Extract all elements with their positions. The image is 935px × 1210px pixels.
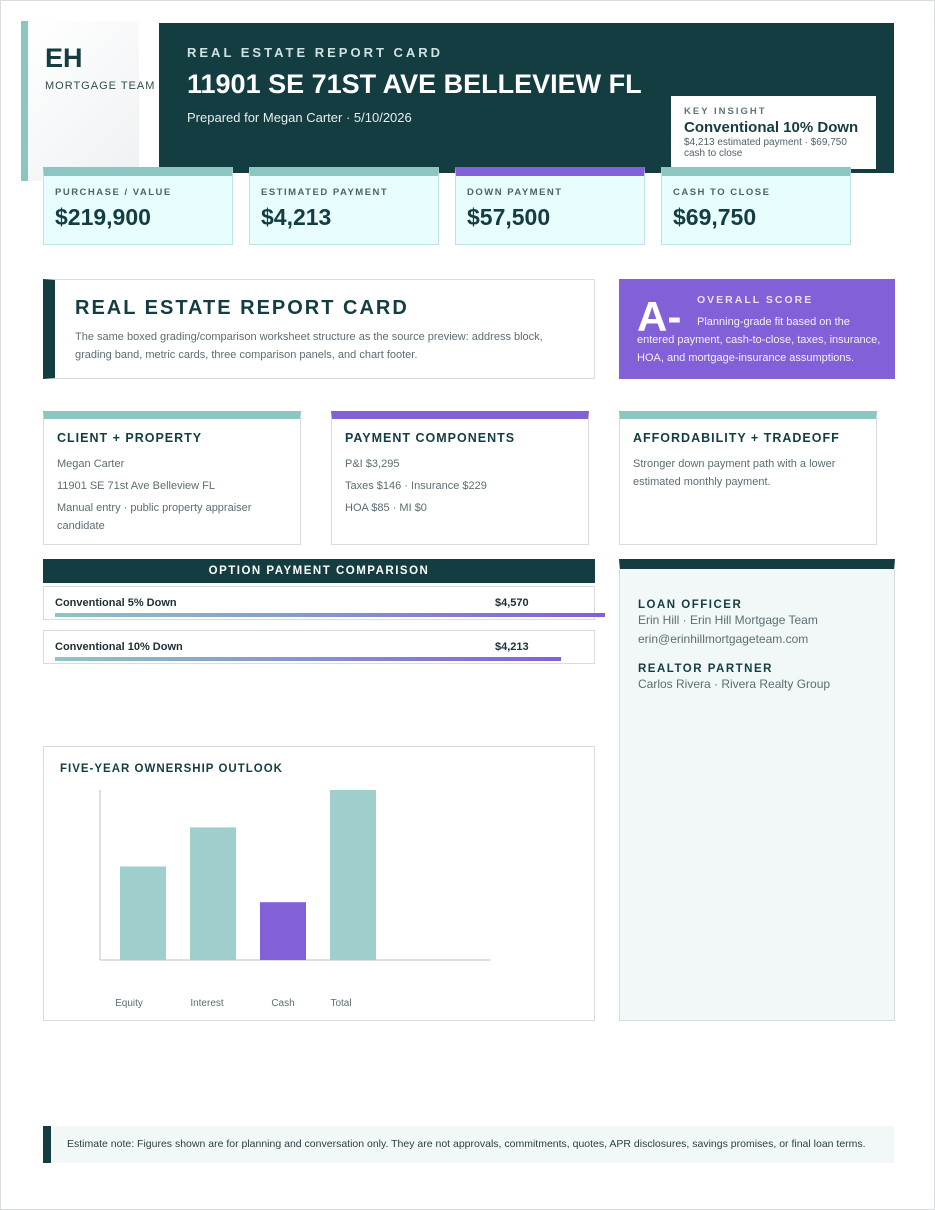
comparison-row: Conventional 10% Down $4,213 xyxy=(43,630,595,664)
loan-officer-name: Erin Hill · Erin Hill Mortgage Team xyxy=(638,613,818,627)
contacts-panel: LOAN OFFICER Erin Hill · Erin Hill Mortg… xyxy=(619,559,895,1021)
client-name: Megan Carter xyxy=(57,458,125,470)
option-payment-bar xyxy=(55,657,561,661)
client-address: 11901 SE 71st Ave Belleview FL xyxy=(57,480,215,492)
client-source: Manual entry · public property appraiser… xyxy=(57,502,252,532)
loan-officer-label: LOAN OFFICER xyxy=(638,599,743,611)
key-insight-label: KEY INSIGHT xyxy=(684,106,767,117)
logo-block: EH MORTGAGE TEAM xyxy=(21,21,154,181)
metric-card-cash-to-close: CASH TO CLOSE $69,750 xyxy=(661,167,851,245)
chart-tick-label: Interest xyxy=(190,998,224,1009)
chart-tick-label: Total xyxy=(330,998,351,1009)
payment-components-title: PAYMENT COMPONENTS xyxy=(345,431,516,445)
metric-card-purchase: PURCHASE / VALUE $219,900 xyxy=(43,167,233,245)
report-card-panel: REAL ESTATE REPORT CARD The same boxed g… xyxy=(43,279,595,379)
metric-label: ESTIMATED PAYMENT xyxy=(261,187,389,198)
chart-bar-equity xyxy=(120,866,166,960)
logo-mark: EH xyxy=(45,43,83,73)
estimate-note-footer: Estimate note: Figures shown are for pla… xyxy=(43,1126,894,1163)
payment-hoa: HOA $85 · MI $0 xyxy=(345,502,427,514)
affordability-text: Stronger down payment path with a lower … xyxy=(633,458,836,488)
option-name: Conventional 5% Down xyxy=(55,597,177,609)
metric-value: $69,750 xyxy=(673,204,757,230)
ownership-outlook-chart: Equity Interest Cash Total xyxy=(99,790,490,1009)
report-card-title: REAL ESTATE REPORT CARD xyxy=(75,297,409,319)
option-name: Conventional 10% Down xyxy=(55,641,183,653)
score-text: Planning-grade fit based on the entered … xyxy=(637,316,881,364)
chart-title: FIVE-YEAR OWNERSHIP OUTLOOK xyxy=(60,763,283,775)
key-insight-text: $4,213 estimated payment · $69,750 cash … xyxy=(684,137,847,159)
option-payment: $4,570 xyxy=(495,597,529,609)
payment-pi: P&I $3,295 xyxy=(345,458,400,470)
option-payment-bar xyxy=(55,613,605,617)
affordability-card: AFFORDABILITY + TRADEOFF Stronger down p… xyxy=(619,411,877,545)
score-label: OVERALL SCORE xyxy=(697,294,814,306)
key-insight-card: KEY INSIGHT Conventional 10% Down $4,213… xyxy=(671,96,876,169)
property-address-title: 11901 SE 71ST AVE BELLEVIEW FL xyxy=(187,69,642,99)
report-card-description: The same boxed grading/comparison worksh… xyxy=(75,331,543,361)
metric-card-payment: ESTIMATED PAYMENT $4,213 xyxy=(249,167,439,245)
realtor-partner-name: Carlos Rivera · Rivera Realty Group xyxy=(638,677,831,691)
realtor-partner-label: REALTOR PARTNER xyxy=(638,663,773,675)
metric-label: DOWN PAYMENT xyxy=(467,187,563,198)
chart-tick-label: Equity xyxy=(115,998,143,1009)
key-insight-title: Conventional 10% Down xyxy=(684,119,859,136)
option-comparison-header: OPTION PAYMENT COMPARISON xyxy=(43,559,595,583)
comparison-row: Conventional 5% Down $4,570 xyxy=(43,586,605,620)
chart-bar-total xyxy=(330,790,376,960)
metric-value: $57,500 xyxy=(467,204,551,230)
client-property-title: CLIENT + PROPERTY xyxy=(57,431,203,445)
overall-score-panel: A- OVERALL SCORE Planning-grade fit base… xyxy=(619,279,895,379)
ownership-outlook-chart-panel: FIVE-YEAR OWNERSHIP OUTLOOK Equity Intere… xyxy=(43,746,595,1021)
metric-value: $219,900 xyxy=(55,204,151,230)
option-payment: $4,213 xyxy=(495,641,529,653)
score-grade: A- xyxy=(637,293,682,340)
prepared-for-line: Prepared for Megan Carter · 5/10/2026 xyxy=(187,110,412,125)
metric-value: $4,213 xyxy=(261,204,332,230)
chart-bar-interest xyxy=(190,827,236,960)
chart-bar-cash xyxy=(260,902,306,960)
affordability-title: AFFORDABILITY + TRADEOFF xyxy=(633,431,840,445)
logo-subtitle: MORTGAGE TEAM xyxy=(45,80,156,92)
header-eyebrow: REAL ESTATE REPORT CARD xyxy=(187,45,444,60)
metric-card-down-payment: DOWN PAYMENT $57,500 xyxy=(455,167,645,245)
payment-taxes: Taxes $146 · Insurance $229 xyxy=(345,480,487,492)
metric-label: PURCHASE / VALUE xyxy=(55,187,172,198)
client-property-card: CLIENT + PROPERTY Megan Carter 11901 SE … xyxy=(43,411,301,545)
loan-officer-email[interactable]: erin@erinhillmortgageteam.com xyxy=(638,632,809,646)
chart-tick-label: Cash xyxy=(271,998,294,1009)
metric-label: CASH TO CLOSE xyxy=(673,187,771,198)
payment-components-card: PAYMENT COMPONENTS P&I $3,295 Taxes $146… xyxy=(331,411,589,545)
